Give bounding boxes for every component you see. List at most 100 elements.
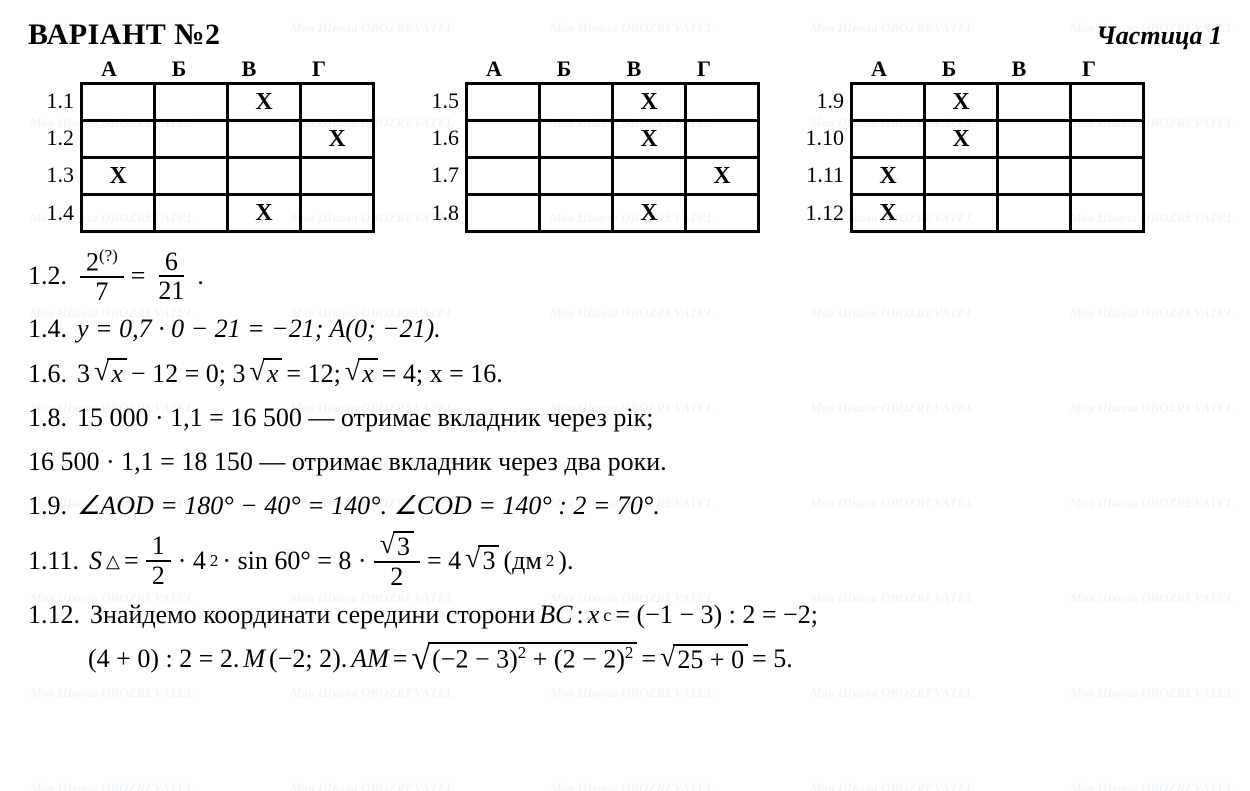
sqrt: √x	[249, 358, 282, 389]
line-1-12b: (4 + 0) : 2 = 2. M(−2; 2). AM = √ (−2 − …	[28, 639, 1222, 679]
answer-cell	[926, 196, 999, 230]
col-header: Б	[144, 56, 214, 82]
col-header: А	[74, 56, 144, 82]
answer-cell	[83, 85, 156, 119]
answer-cell	[156, 85, 229, 119]
answer-cell	[302, 159, 375, 193]
col-header: В	[599, 56, 669, 82]
answer-cell	[1072, 159, 1145, 193]
answer-cell	[541, 85, 614, 119]
answer-cell	[614, 159, 687, 193]
line-1-8b: 16 500 · 1,1 = 18 150 — отримає вкладник…	[28, 442, 1222, 482]
answer-cell	[999, 85, 1072, 119]
answer-cell	[687, 196, 760, 230]
row-label: 1.8	[413, 200, 465, 226]
line-num: 1.12.	[28, 595, 80, 635]
row-label: 1.10	[798, 125, 850, 151]
line-1-8a: 1.8. 15 000 · 1,1 = 16 500 — отримає вкл…	[28, 398, 1222, 438]
line-1-11: 1.11. S△ = 1 2 · 42 · sin 60° = 8 · √3 2…	[28, 531, 1222, 591]
col-header: В	[984, 56, 1054, 82]
answer-cell	[1072, 196, 1145, 230]
line-1-2: 1.2. 2(?) 7 = 6 21 .	[28, 247, 1222, 305]
answer-cell: X	[614, 122, 687, 156]
col-header: В	[214, 56, 284, 82]
row-label: 1.4	[28, 200, 80, 226]
answer-cell	[156, 196, 229, 230]
row-label: 1.3	[28, 162, 80, 188]
fraction: 2(?) 7	[80, 247, 124, 305]
answer-cell	[541, 196, 614, 230]
col-header: Г	[669, 56, 739, 82]
answer-cell	[468, 122, 541, 156]
answer-cell	[156, 159, 229, 193]
col-header: Б	[914, 56, 984, 82]
answer-cell	[83, 196, 156, 230]
col-header: Г	[1054, 56, 1124, 82]
answer-cell	[468, 85, 541, 119]
line-num: 1.2.	[28, 256, 67, 296]
answer-cell	[926, 159, 999, 193]
row-label: 1.12	[798, 200, 850, 226]
answer-cell	[468, 159, 541, 193]
sqrt: √ (−2 − 3)2 + (2 − 2)2	[411, 642, 637, 676]
answer-cell	[687, 85, 760, 119]
answer-cell	[999, 159, 1072, 193]
row-label: 1.5	[413, 88, 465, 114]
answer-cell	[229, 159, 302, 193]
fraction: 6 21	[152, 248, 190, 305]
answer-cell: X	[853, 159, 926, 193]
line-1-6: 1.6. 3 √x − 12 = 0; 3 √x = 12; √x = 4; x…	[28, 354, 1222, 394]
row-label: 1.9	[798, 88, 850, 114]
answer-cell: X	[687, 159, 760, 193]
row-label: 1.1	[28, 88, 80, 114]
sqrt: √25 + 0	[660, 644, 748, 675]
line-num: 1.9.	[28, 486, 67, 526]
answer-cell	[999, 122, 1072, 156]
answer-cell: X	[229, 196, 302, 230]
answer-cell	[999, 196, 1072, 230]
answer-cell	[1072, 85, 1145, 119]
variant-title: ВАРІАНТ №2	[28, 18, 220, 52]
solutions: 1.2. 2(?) 7 = 6 21 . 1.4. y = 0,7 · 0 − …	[28, 247, 1222, 679]
row-label: 1.2	[28, 125, 80, 151]
fraction: √3 2	[374, 531, 420, 591]
col-header: А	[844, 56, 914, 82]
answer-cell	[541, 159, 614, 193]
answer-cell	[468, 196, 541, 230]
answer-cell	[853, 122, 926, 156]
line-num: 1.11.	[28, 541, 79, 581]
answer-cell: X	[302, 122, 375, 156]
answer-cell: X	[229, 85, 302, 119]
answer-cell	[853, 85, 926, 119]
sqrt: √x	[94, 358, 127, 389]
answer-cell	[1072, 122, 1145, 156]
col-header: Б	[529, 56, 599, 82]
answer-cell: X	[614, 85, 687, 119]
line-num: 1.6.	[28, 354, 67, 394]
answer-cell	[541, 122, 614, 156]
row-label: 1.7	[413, 162, 465, 188]
line-1-12a: 1.12. Знайдемо координати середини сторо…	[28, 595, 1222, 635]
answer-cell	[302, 196, 375, 230]
part-title: Частица 1	[1096, 21, 1222, 51]
sqrt: √3	[465, 545, 499, 576]
answer-cell: X	[83, 159, 156, 193]
answer-cell	[83, 122, 156, 156]
answer-cell	[156, 122, 229, 156]
line-1-9: 1.9. ∠AOD = 180° − 40° = 140°. ∠COD = 14…	[28, 486, 1222, 526]
answer-cell	[687, 122, 760, 156]
answer-cell: X	[614, 196, 687, 230]
col-header: А	[459, 56, 529, 82]
sqrt: √x	[345, 358, 378, 389]
fraction: 1 2	[146, 532, 171, 589]
answer-cell	[229, 122, 302, 156]
answer-cell: X	[926, 122, 999, 156]
line-num: 1.8.	[28, 398, 67, 438]
row-label: 1.6	[413, 125, 465, 151]
answer-cell: X	[926, 85, 999, 119]
line-1-4: 1.4. y = 0,7 · 0 − 21 = −21; A(0; −21).	[28, 309, 1222, 349]
answer-cell	[302, 85, 375, 119]
answer-tables: АБВГ1.1X1.2X1.3X1.4XАБВГ1.5X1.6X1.7X1.8X…	[28, 56, 1222, 233]
row-label: 1.11	[798, 162, 850, 188]
line-num: 1.4.	[28, 309, 67, 349]
